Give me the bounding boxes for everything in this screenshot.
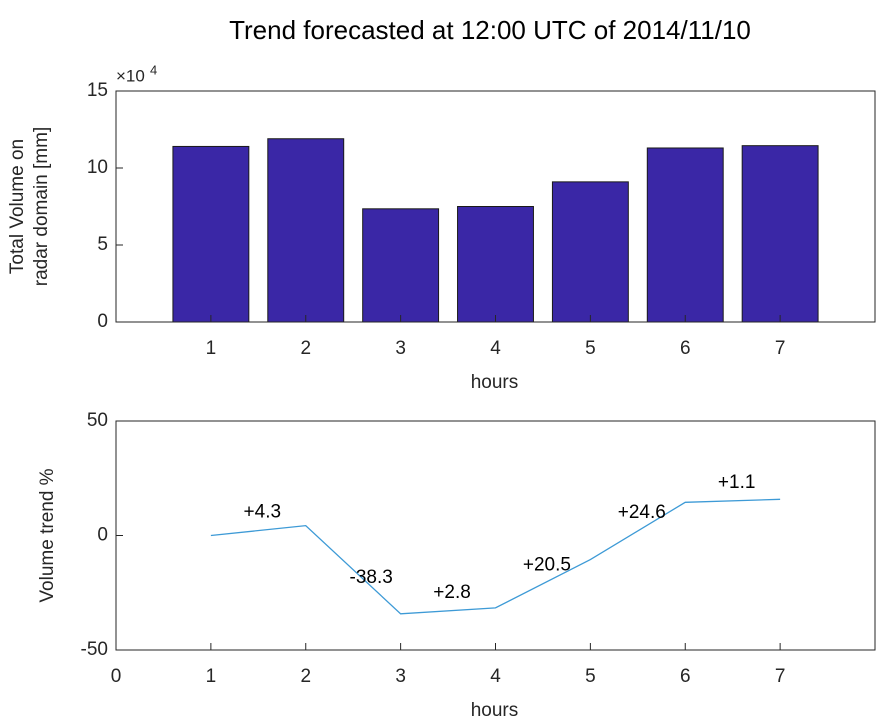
annotation: +24.6 — [618, 502, 666, 523]
bar — [646, 147, 724, 323]
annotation: +20.5 — [523, 555, 571, 576]
y-tick-label: -50 — [81, 639, 108, 660]
y-exponent: 4 — [150, 62, 157, 77]
x-tick-label: 6 — [680, 666, 691, 687]
annotation: +1.1 — [718, 472, 756, 493]
y-tick-label: 0 — [97, 311, 108, 332]
chart-title: Trend forecasted at 12:00 UTC of 2014/11… — [229, 15, 751, 45]
y-tick-label: 10 — [87, 157, 108, 178]
x-tick-label: 1 — [206, 666, 217, 687]
bar — [551, 181, 629, 323]
bar — [172, 145, 250, 323]
y-tick-label: 5 — [97, 234, 108, 255]
y-exponent-base: ×10 — [116, 66, 145, 85]
x-tick-label: 4 — [490, 338, 501, 359]
x-tick-label: 2 — [300, 338, 311, 359]
x-tick-label: 3 — [395, 666, 406, 687]
annotation: -38.3 — [350, 567, 393, 588]
annotation: +4.3 — [244, 502, 282, 523]
annotation: +2.8 — [433, 582, 471, 603]
x-axis-label: hours — [471, 700, 519, 721]
y-axis-label: radar domain [mm] — [31, 127, 52, 286]
x-tick-label: 0 — [111, 666, 122, 687]
y-axis-label: Total Volume on — [7, 139, 28, 274]
x-tick-label: 4 — [490, 666, 501, 687]
x-tick-label: 5 — [585, 666, 596, 687]
bar — [267, 138, 345, 323]
bar — [457, 206, 534, 323]
y-tick-label: 15 — [87, 80, 108, 101]
x-axis-label: hours — [471, 372, 519, 393]
x-tick-label: 7 — [775, 338, 786, 359]
x-tick-label: 1 — [206, 338, 217, 359]
y-axis-label: Volume trend % — [37, 468, 58, 602]
x-tick-label: 7 — [775, 666, 786, 687]
x-tick-label: 3 — [395, 338, 406, 359]
y-tick-label: 0 — [97, 525, 108, 546]
bar — [362, 208, 440, 323]
line — [210, 498, 781, 615]
x-tick-label: 6 — [680, 338, 691, 359]
y-tick-label: 50 — [87, 410, 108, 431]
x-tick-label: 5 — [585, 338, 596, 359]
bar — [741, 145, 819, 323]
x-tick-label: 2 — [300, 666, 311, 687]
